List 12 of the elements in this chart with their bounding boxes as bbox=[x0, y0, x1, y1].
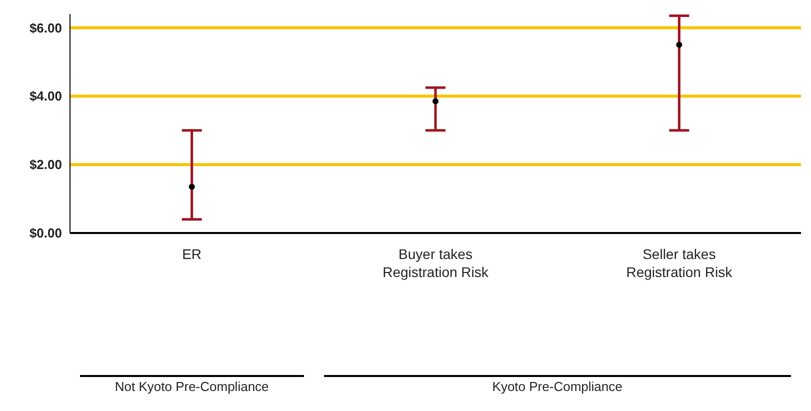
point bbox=[676, 42, 682, 48]
y-tick-label: $6.00 bbox=[29, 20, 62, 36]
x-tick-label: Seller takes Registration Risk bbox=[626, 246, 734, 280]
y-tick-label: $2.00 bbox=[29, 157, 62, 172]
x-tick-label: Buyer takes Registration Risk bbox=[382, 246, 490, 280]
y-tick-label: $4.00 bbox=[29, 88, 62, 104]
text: Not Kyoto Pre-Compliance bbox=[114, 379, 270, 394]
point bbox=[188, 184, 195, 190]
x-tick-label: ER bbox=[182, 246, 202, 262]
text: Kyoto Pre-Compliance bbox=[491, 379, 624, 394]
point bbox=[432, 98, 438, 104]
y-tick-label: $0.00 bbox=[29, 226, 62, 241]
